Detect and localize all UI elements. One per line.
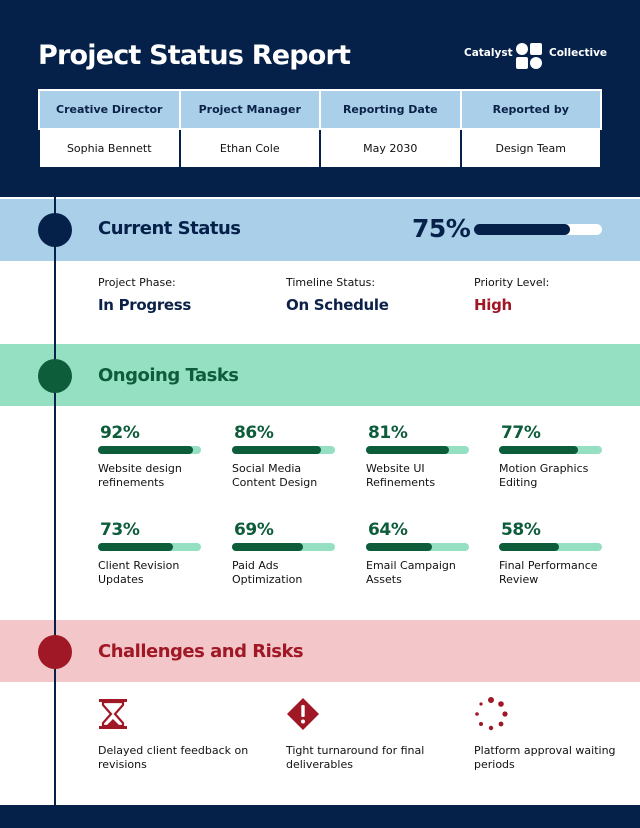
status-project-phase: Project Phase: In Progress bbox=[98, 276, 191, 314]
task-progress-bar bbox=[98, 543, 201, 551]
timeline-status-label: Timeline Status: bbox=[286, 276, 376, 289]
task-percent: 69% bbox=[234, 520, 274, 540]
task-label: Website UI Refinements bbox=[366, 462, 436, 489]
task-progress-fill bbox=[366, 446, 450, 454]
loading-icon bbox=[475, 697, 508, 731]
status-timeline: Timeline Status: On Schedule bbox=[286, 276, 389, 314]
status-timeline-dot bbox=[38, 213, 72, 247]
task-percent: 64% bbox=[368, 520, 408, 540]
task-percent: 81% bbox=[368, 423, 408, 443]
risks-timeline-dot bbox=[38, 635, 72, 669]
task-progress-bar bbox=[366, 543, 469, 551]
priority-level-label: Priority Level: bbox=[474, 276, 550, 289]
info-table-value-row: Sophia Bennett Ethan Cole May 2030 Desig… bbox=[38, 128, 602, 169]
timeline-status-value: On Schedule bbox=[286, 296, 389, 314]
project-phase-value: In Progress bbox=[98, 296, 192, 314]
hourglass-icon bbox=[99, 699, 127, 729]
risk-item: Platform approval waiting periods bbox=[474, 697, 634, 771]
risk-label: Platform approval waiting periods bbox=[474, 744, 616, 771]
task-progress-fill bbox=[98, 446, 193, 454]
task-card: 86% Social Media Content Design bbox=[232, 423, 342, 489]
task-percent: 73% bbox=[100, 520, 140, 540]
task-label: Email Campaign Assets bbox=[366, 559, 456, 586]
task-percent: 86% bbox=[234, 423, 274, 443]
page-footer bbox=[0, 805, 640, 828]
task-progress-bar bbox=[232, 543, 335, 551]
report-header: Project Status Report Catalyst Collectiv… bbox=[0, 0, 640, 197]
creative-director-value: Sophia Bennett bbox=[38, 128, 181, 169]
risk-item: Delayed client feedback on revisions bbox=[98, 697, 258, 771]
task-label: Website design refinements bbox=[98, 462, 182, 489]
ongoing-tasks-band bbox=[0, 344, 640, 406]
task-card: 81% Website UI Refinements bbox=[366, 423, 476, 489]
reported-by-value: Design Team bbox=[459, 128, 602, 169]
task-card: 73% Client Revision Updates bbox=[98, 520, 208, 586]
tasks-timeline-dot bbox=[38, 359, 72, 393]
info-table-header-row: Creative Director Project Manager Report… bbox=[38, 89, 602, 130]
task-progress-bar bbox=[366, 446, 469, 454]
overall-progress-bar bbox=[474, 224, 602, 235]
task-card: 58% Final Performance Review bbox=[499, 520, 609, 586]
brand-logo: Catalyst Collective bbox=[464, 42, 608, 69]
reporting-date-value: May 2030 bbox=[319, 128, 462, 169]
task-label: Final Performance Review bbox=[499, 559, 598, 586]
task-progress-fill bbox=[232, 446, 321, 454]
task-progress-fill bbox=[499, 446, 579, 454]
brand-mark-icon bbox=[516, 43, 542, 69]
column-reporting-date: Reporting Date bbox=[319, 89, 462, 130]
task-progress-bar bbox=[232, 446, 335, 454]
task-label: Paid Ads Optimization bbox=[232, 559, 303, 586]
task-card: 77% Motion Graphics Editing bbox=[499, 423, 609, 489]
task-progress-fill bbox=[98, 543, 174, 551]
task-progress-fill bbox=[499, 543, 559, 551]
task-percent: 77% bbox=[501, 423, 541, 443]
overall-progress-fill bbox=[474, 224, 570, 235]
timeline-line bbox=[54, 197, 56, 805]
task-label: Motion Graphics Editing bbox=[499, 462, 589, 489]
page-title: Project Status Report bbox=[38, 40, 351, 71]
task-label: Client Revision Updates bbox=[98, 559, 180, 586]
overall-progress-percent: 75% bbox=[412, 214, 471, 243]
risk-item: Tight turnaround for final deliverables bbox=[286, 697, 446, 771]
brand-name-right: Collective bbox=[549, 47, 608, 59]
task-card: 69% Paid Ads Optimization bbox=[232, 520, 342, 586]
warning-icon bbox=[287, 698, 319, 730]
task-percent: 92% bbox=[100, 423, 140, 443]
current-status-heading: Current Status bbox=[98, 218, 241, 239]
risk-label: Tight turnaround for final deliverables bbox=[286, 744, 425, 771]
task-percent: 58% bbox=[501, 520, 541, 540]
task-progress-bar bbox=[499, 446, 602, 454]
priority-level-value: High bbox=[474, 296, 512, 314]
risk-label: Delayed client feedback on revisions bbox=[98, 744, 249, 771]
ongoing-tasks-heading: Ongoing Tasks bbox=[98, 365, 239, 386]
project-info-table: Creative Director Project Manager Report… bbox=[38, 89, 602, 169]
task-progress-fill bbox=[366, 543, 432, 551]
status-priority: Priority Level: High bbox=[474, 276, 549, 314]
task-progress-fill bbox=[232, 543, 304, 551]
task-progress-bar bbox=[98, 446, 201, 454]
task-label: Social Media Content Design bbox=[232, 462, 318, 489]
challenges-heading: Challenges and Risks bbox=[98, 641, 304, 662]
challenges-band bbox=[0, 620, 640, 682]
task-card: 64% Email Campaign Assets bbox=[366, 520, 476, 586]
column-creative-director: Creative Director bbox=[38, 89, 181, 130]
brand-name-left: Catalyst bbox=[464, 47, 513, 59]
column-reported-by: Reported by bbox=[459, 89, 602, 130]
task-progress-bar bbox=[499, 543, 602, 551]
project-phase-label: Project Phase: bbox=[98, 276, 176, 289]
column-project-manager: Project Manager bbox=[178, 89, 321, 130]
project-manager-value: Ethan Cole bbox=[178, 128, 321, 169]
task-card: 92% Website design refinements bbox=[98, 423, 208, 489]
